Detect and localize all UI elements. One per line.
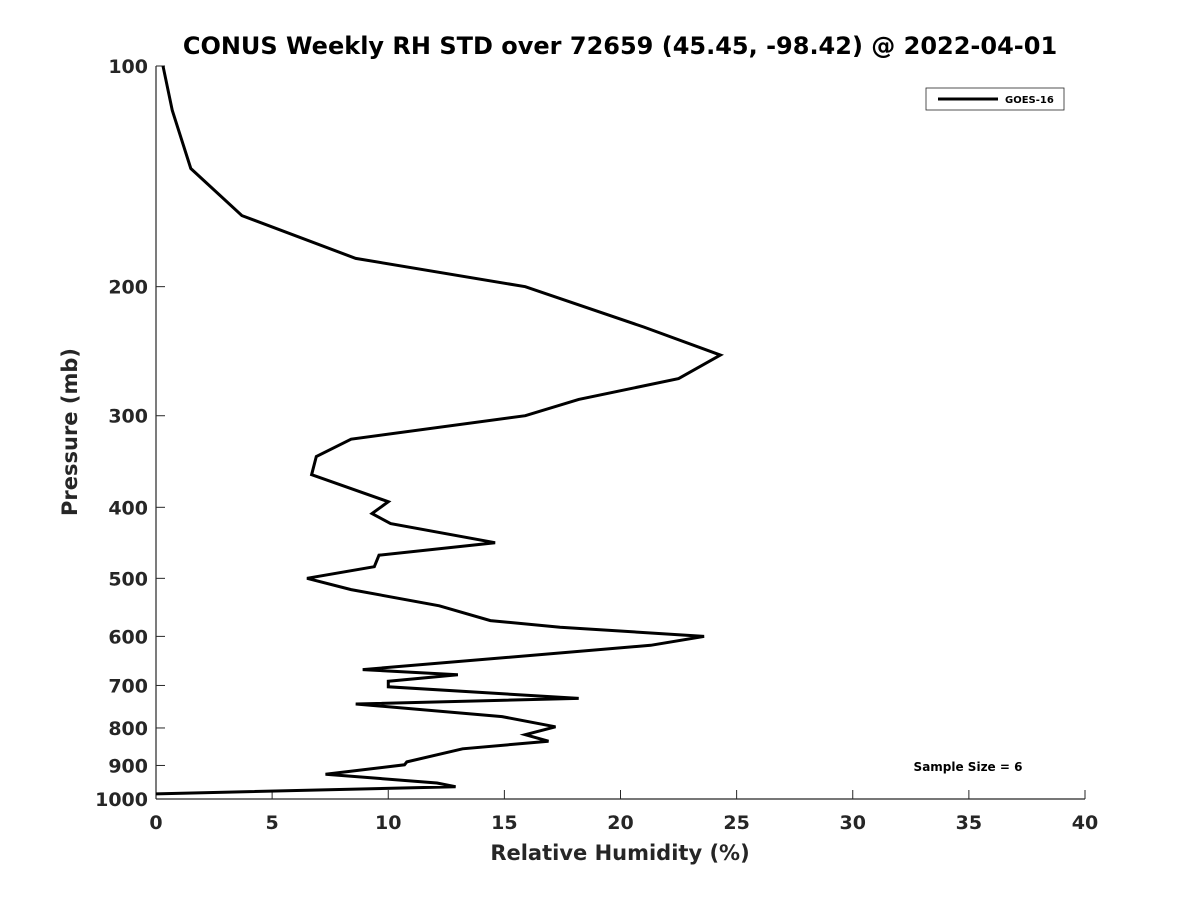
y-tick-label: 800 <box>108 718 148 740</box>
x-tick-label: 0 <box>149 812 162 834</box>
plot-area <box>155 66 1085 800</box>
x-axis-ticks: 0 5 10 15 20 25 30 35 40 <box>149 790 1098 834</box>
sample-size-annotation: Sample Size = 6 <box>914 760 1023 774</box>
y-tick-label: 500 <box>108 568 148 590</box>
goes16-series-line <box>155 65 724 796</box>
y-tick-label: 700 <box>108 675 148 697</box>
y-tick-label: 1000 <box>95 789 148 811</box>
x-tick-label: 25 <box>723 812 749 834</box>
y-tick-label: 900 <box>108 755 148 777</box>
y-tick-label: 400 <box>108 497 148 519</box>
x-tick-label: 40 <box>1072 812 1098 834</box>
chart-title: CONUS Weekly RH STD over 72659 (45.45, -… <box>183 32 1057 60</box>
x-tick-label: 5 <box>266 812 279 834</box>
x-tick-label: 15 <box>491 812 517 834</box>
legend: GOES-16 <box>925 87 1065 111</box>
y-tick-label: 100 <box>108 56 148 78</box>
x-tick-label: 10 <box>375 812 401 834</box>
x-tick-label: 20 <box>607 812 633 834</box>
y-tick-label: 600 <box>108 626 148 648</box>
y-axis-ticks: 100 200 300 400 500 600 700 800 900 1000 <box>95 56 165 811</box>
legend-entry-goes16: GOES-16 <box>1005 95 1054 106</box>
y-tick-label: 300 <box>108 406 148 428</box>
y-axis-label: Pressure (mb) <box>58 348 82 516</box>
x-tick-label: 35 <box>956 812 982 834</box>
x-axis-label: Relative Humidity (%) <box>490 841 749 865</box>
y-tick-label: 200 <box>108 277 148 299</box>
x-tick-label: 30 <box>840 812 866 834</box>
